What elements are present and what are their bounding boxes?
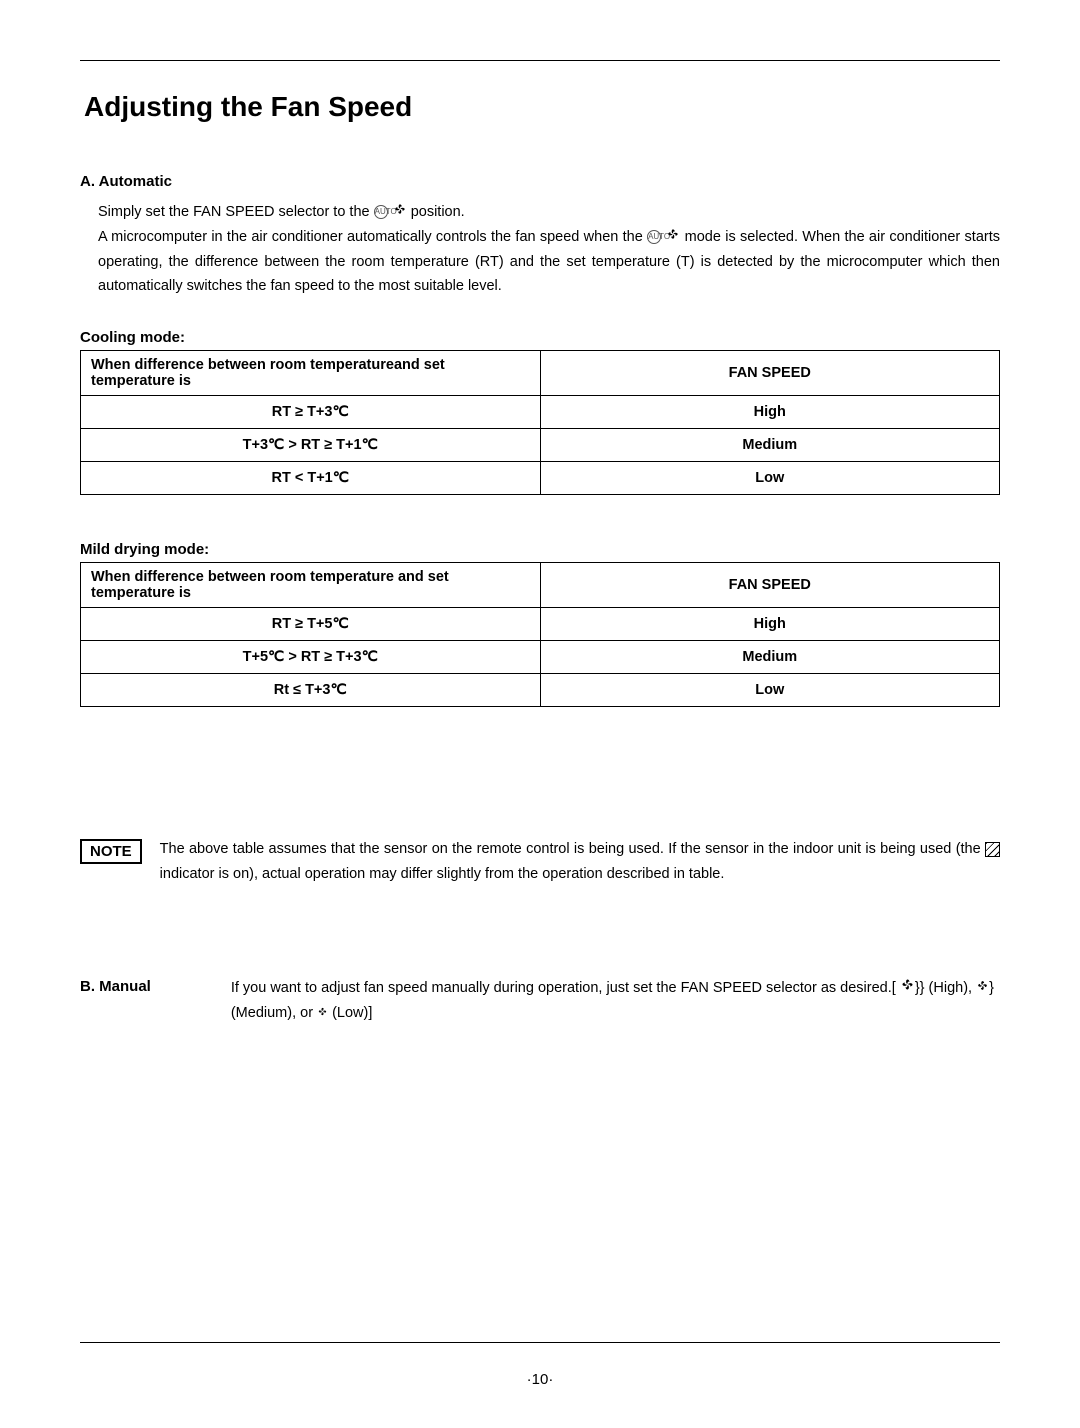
mild-drying-mode-label: Mild drying mode: — [80, 541, 1000, 558]
page-number-value: 10 — [532, 1371, 549, 1388]
fan-icon — [393, 200, 407, 225]
drying-header-speed: FAN SPEED — [540, 562, 1000, 607]
cooling-speed-2: Low — [540, 461, 1000, 494]
table-row: T+3℃ > RT ≥ T+1℃ Medium — [81, 428, 1000, 461]
cooling-cond-1: T+3℃ > RT ≥ T+1℃ — [81, 428, 541, 461]
table-row: RT ≥ T+3℃ High — [81, 395, 1000, 428]
drying-speed-2: Low — [540, 673, 1000, 706]
cooling-header-cond: When difference between room temperature… — [81, 350, 541, 395]
manual-med-label: (Medium), or — [231, 1005, 317, 1021]
automatic-intro-post: position. — [411, 204, 465, 220]
cooling-speed-0: High — [540, 395, 1000, 428]
automatic-intro-pre: Simply set the FAN SPEED selector to the — [98, 204, 374, 220]
bottom-rule — [80, 1342, 1000, 1343]
fan-med-icon — [976, 976, 989, 1001]
fan-icon — [666, 225, 680, 250]
table-row: When difference between room temperature… — [81, 350, 1000, 395]
automatic-label: A. Automatic — [80, 173, 1000, 190]
manual-label: B. Manual — [80, 978, 151, 995]
note-label: NOTE — [80, 839, 142, 864]
note-section: NOTE The above table assumes that the se… — [80, 837, 1000, 886]
auto-badge-icon: AUTO — [647, 230, 661, 244]
drying-cond-2: Rt ≤ T+3℃ — [81, 673, 541, 706]
cooling-header-speed: FAN SPEED — [540, 350, 1000, 395]
section-manual: B. Manual If you want to adjust fan spee… — [80, 976, 1000, 1026]
manual-text: If you want to adjust fan speed manually… — [231, 976, 1000, 1026]
cooling-speed-1: Medium — [540, 428, 1000, 461]
page-number: ·10· — [80, 1371, 1000, 1388]
note-text-pre: The above table assumes that the sensor … — [160, 841, 985, 857]
manual-high-label: (High), — [929, 980, 977, 996]
automatic-body-pre: A microcomputer in the air conditioner a… — [98, 229, 647, 245]
table-row: When difference between room temperature… — [81, 562, 1000, 607]
cooling-mode-label: Cooling mode: — [80, 329, 1000, 346]
page-container: Adjusting the Fan Speed A. Automatic Sim… — [0, 0, 1080, 1428]
fan-low-icon — [317, 1001, 328, 1026]
drying-cond-0: RT ≥ T+5℃ — [81, 607, 541, 640]
table-row: Rt ≤ T+3℃ Low — [81, 673, 1000, 706]
automatic-body: Simply set the FAN SPEED selector to the… — [98, 200, 1000, 299]
table-row: RT < T+1℃ Low — [81, 461, 1000, 494]
auto-badge-icon: AUTO — [374, 205, 388, 219]
table-row: RT ≥ T+5℃ High — [81, 607, 1000, 640]
fan-high-icon — [900, 976, 915, 1001]
drying-cond-1: T+5℃ > RT ≥ T+3℃ — [81, 640, 541, 673]
cooling-cond-2: RT < T+1℃ — [81, 461, 541, 494]
cooling-table: When difference between room temperature… — [80, 350, 1000, 495]
top-rule — [80, 60, 1000, 61]
manual-low-label: (Low)] — [332, 1005, 372, 1021]
drying-speed-0: High — [540, 607, 1000, 640]
indicator-icon — [985, 842, 1000, 857]
footer: ·10· — [80, 1342, 1000, 1388]
manual-brace-1: }} — [915, 980, 925, 996]
page-title: Adjusting the Fan Speed — [84, 91, 1000, 123]
mild-drying-table: When difference between room temperature… — [80, 562, 1000, 707]
table-row: T+5℃ > RT ≥ T+3℃ Medium — [81, 640, 1000, 673]
manual-brace-2: } — [989, 980, 994, 996]
cooling-cond-0: RT ≥ T+3℃ — [81, 395, 541, 428]
manual-text-pre: If you want to adjust fan speed manually… — [231, 980, 900, 996]
section-automatic: A. Automatic Simply set the FAN SPEED se… — [80, 173, 1000, 329]
note-text: The above table assumes that the sensor … — [160, 837, 1000, 886]
note-text-post: indicator is on), actual operation may d… — [160, 866, 725, 882]
drying-header-cond: When difference between room temperature… — [81, 562, 541, 607]
drying-speed-1: Medium — [540, 640, 1000, 673]
